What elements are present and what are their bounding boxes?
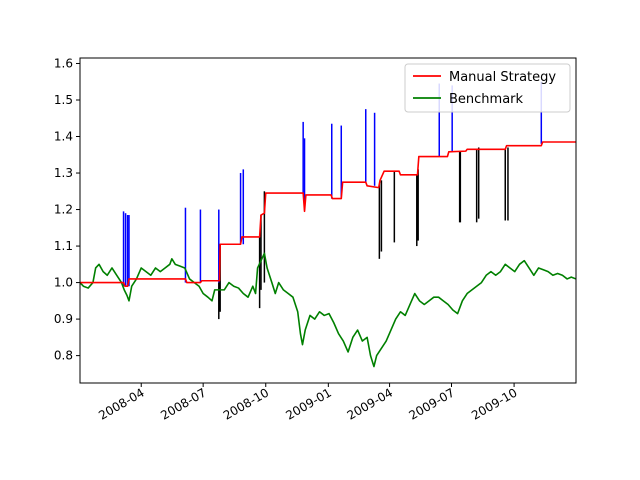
y-tick-label-1: 0.9 xyxy=(54,312,73,326)
legend: Manual Strategy Benchmark xyxy=(404,63,571,113)
legend-label-0: Manual Strategy xyxy=(449,70,556,85)
legend-box xyxy=(404,63,571,113)
y-tick-label-4: 1.2 xyxy=(54,203,73,217)
y-tick-label-8: 1.6 xyxy=(54,56,73,70)
y-tick-label-6: 1.4 xyxy=(54,130,73,144)
series-lines xyxy=(80,141,576,368)
legend-label-1: Benchmark xyxy=(449,92,524,107)
y-axis: 0.8 0.9 1.0 1.1 1.2 1.3 1.4 1.5 1.6 xyxy=(54,56,80,363)
y-tick-label-5: 1.3 xyxy=(54,166,73,180)
y-tick-label-7: 1.5 xyxy=(54,93,73,107)
y-tick-label-0: 0.8 xyxy=(54,349,73,363)
y-tick-label-3: 1.1 xyxy=(54,239,73,253)
series-line-benchmark xyxy=(80,252,576,368)
y-tick-label-2: 1.0 xyxy=(54,276,73,290)
series-line-manual-strategy xyxy=(80,141,576,288)
